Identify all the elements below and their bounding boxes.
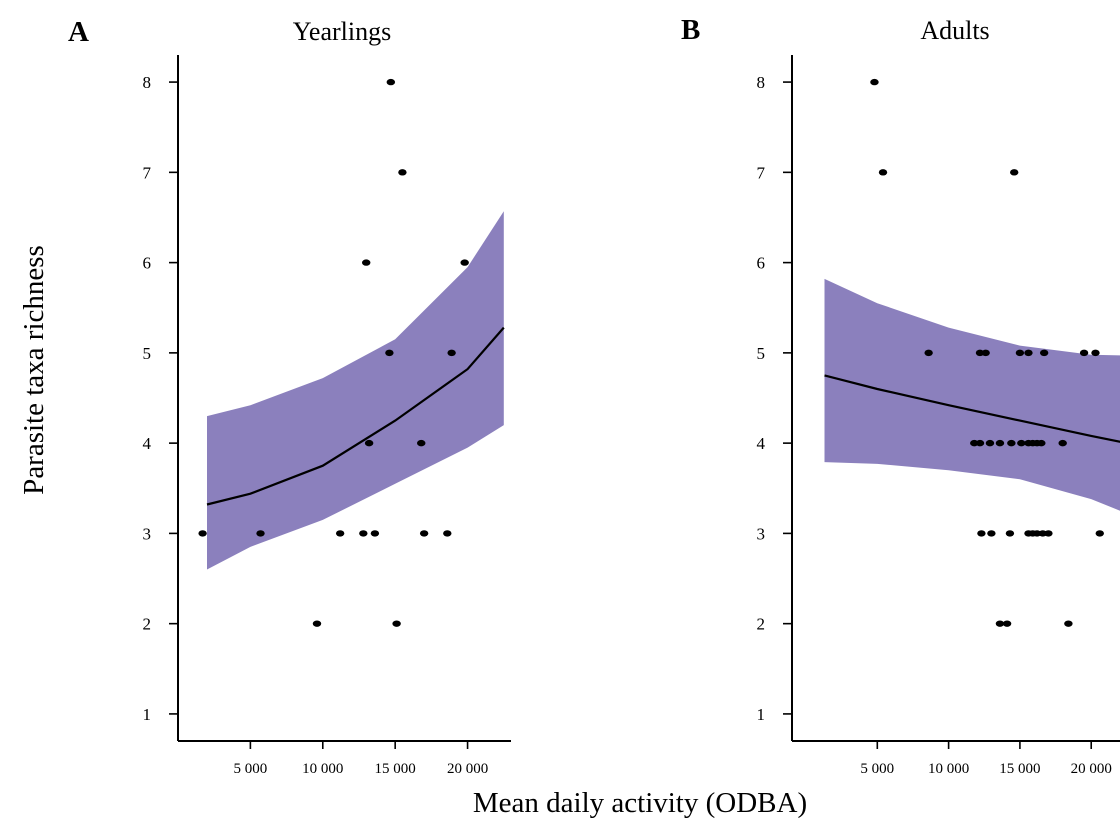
panel-b-fit-line [824,374,1120,443]
panel-b-data-point [1017,439,1026,447]
panel-a-data-point [386,78,396,86]
panel-a-y-tick-label: 3 [143,524,152,543]
panel-a-data-point [312,620,322,627]
panel-b-data-point [924,349,933,357]
panel-b-data-point [1007,439,1016,447]
panel-b-data-point [981,349,990,357]
panel-b-data-point [1024,349,1033,357]
panel-b-data-point [1005,530,1015,537]
panel-b-data-point [1039,349,1049,357]
panel-b-data-point [870,78,879,86]
panel-a-x-tick-label: 5 000 [234,761,268,777]
panel-a-y-tick-label: 4 [143,434,152,453]
panel-a-y-tick-label: 1 [143,705,152,724]
panel-a-title: Yearlings [293,17,391,46]
panel-b-data-point [977,530,986,537]
panel-b-x-tick-label: 20 000 [1071,761,1112,777]
panel-a-data-point [256,530,265,537]
panel-b-data-point [1002,620,1012,627]
y-axis-title: Parasite taxa richness [18,245,50,495]
panel-b-data-point [1044,530,1053,537]
panel-a-data-point [385,349,394,357]
panel-b-data-point [975,439,985,447]
panel-b-data-point [995,439,1005,447]
panel-a-data-point [359,530,368,537]
panel-b-x-tick-label: 10 000 [928,761,969,777]
panel-b-data-point [995,620,1005,627]
panel-a-data-point [364,439,374,447]
panel-a-data-point [198,530,207,537]
panel-a-letter: A [68,16,89,48]
panel-a-y-tick-label: 7 [143,163,152,182]
panel-a-data-point [417,439,426,447]
panel-a-x-tick-label: 10 000 [302,761,343,777]
panel-b-y-tick-label: 6 [757,254,766,273]
panel-a-data-point [398,169,407,176]
panel-a-y-tick-label: 2 [143,615,152,634]
panel-b-y-tick-label: 7 [757,163,766,182]
panel-a-x-tick-label: 20 000 [447,761,488,777]
panel-b-data-point [1015,349,1025,357]
panel-a-data-point [460,259,469,266]
panel-b-data-point [985,439,995,447]
panel-b-data-point [1079,349,1089,357]
panel-b-data-point [1037,439,1046,447]
panel-a-data-point [362,259,371,266]
x-axis-title: Mean daily activity (ODBA) [473,787,807,819]
panel-b-y-tick-label: 8 [757,73,766,92]
panel-a-x-tick-label: 15 000 [375,761,416,777]
panel-b-data-point [1058,439,1067,447]
panel-b-data-point [1064,620,1073,627]
panel-a-data-point [447,349,456,357]
panel-b-title: Adults [920,16,989,45]
panel-b-data-point [1091,349,1100,357]
panel-b-y-tick-label: 1 [757,705,766,724]
panel-a-data-point [370,530,380,537]
panel-b-x-tick-label: 15 000 [999,761,1040,777]
panel-a-y-tick-label: 6 [143,254,152,273]
panel-b-x-tick-label: 5 000 [860,761,894,777]
panel-b-data-point [878,169,888,176]
panel-b-y-tick-label: 3 [757,524,766,543]
panel-b-confidence-band [824,278,1120,511]
panel-a-y-tick-label: 8 [143,73,152,92]
panel-a-confidence-band [207,211,504,570]
panel-a-data-point [419,530,429,537]
panel-b-data-point [1095,530,1104,537]
panel-a-y-tick-label: 5 [143,344,152,363]
panel-b-y-tick-label: 5 [757,344,766,363]
panel-b-y-tick-label: 4 [757,434,766,453]
panel-a-data-point [335,530,345,537]
panel-b: 1 2 3 4 5 6 7 8 5 000 10 000 15 000 20 000 B Adults [681,14,1120,777]
panel-a-data-point [392,620,401,627]
panel-a-fit-line [206,326,505,506]
panel-b-data-point [987,530,996,537]
panel-b-data-point [1010,169,1019,176]
panel-b-letter: B [681,14,700,46]
panel-a-data-point [443,530,452,537]
panel-b-y-tick-label: 2 [757,615,766,634]
panel-a: 1 2 3 4 5 6 7 8 5 000 10 000 15 000 20 000 A Yearli… [68,16,511,777]
